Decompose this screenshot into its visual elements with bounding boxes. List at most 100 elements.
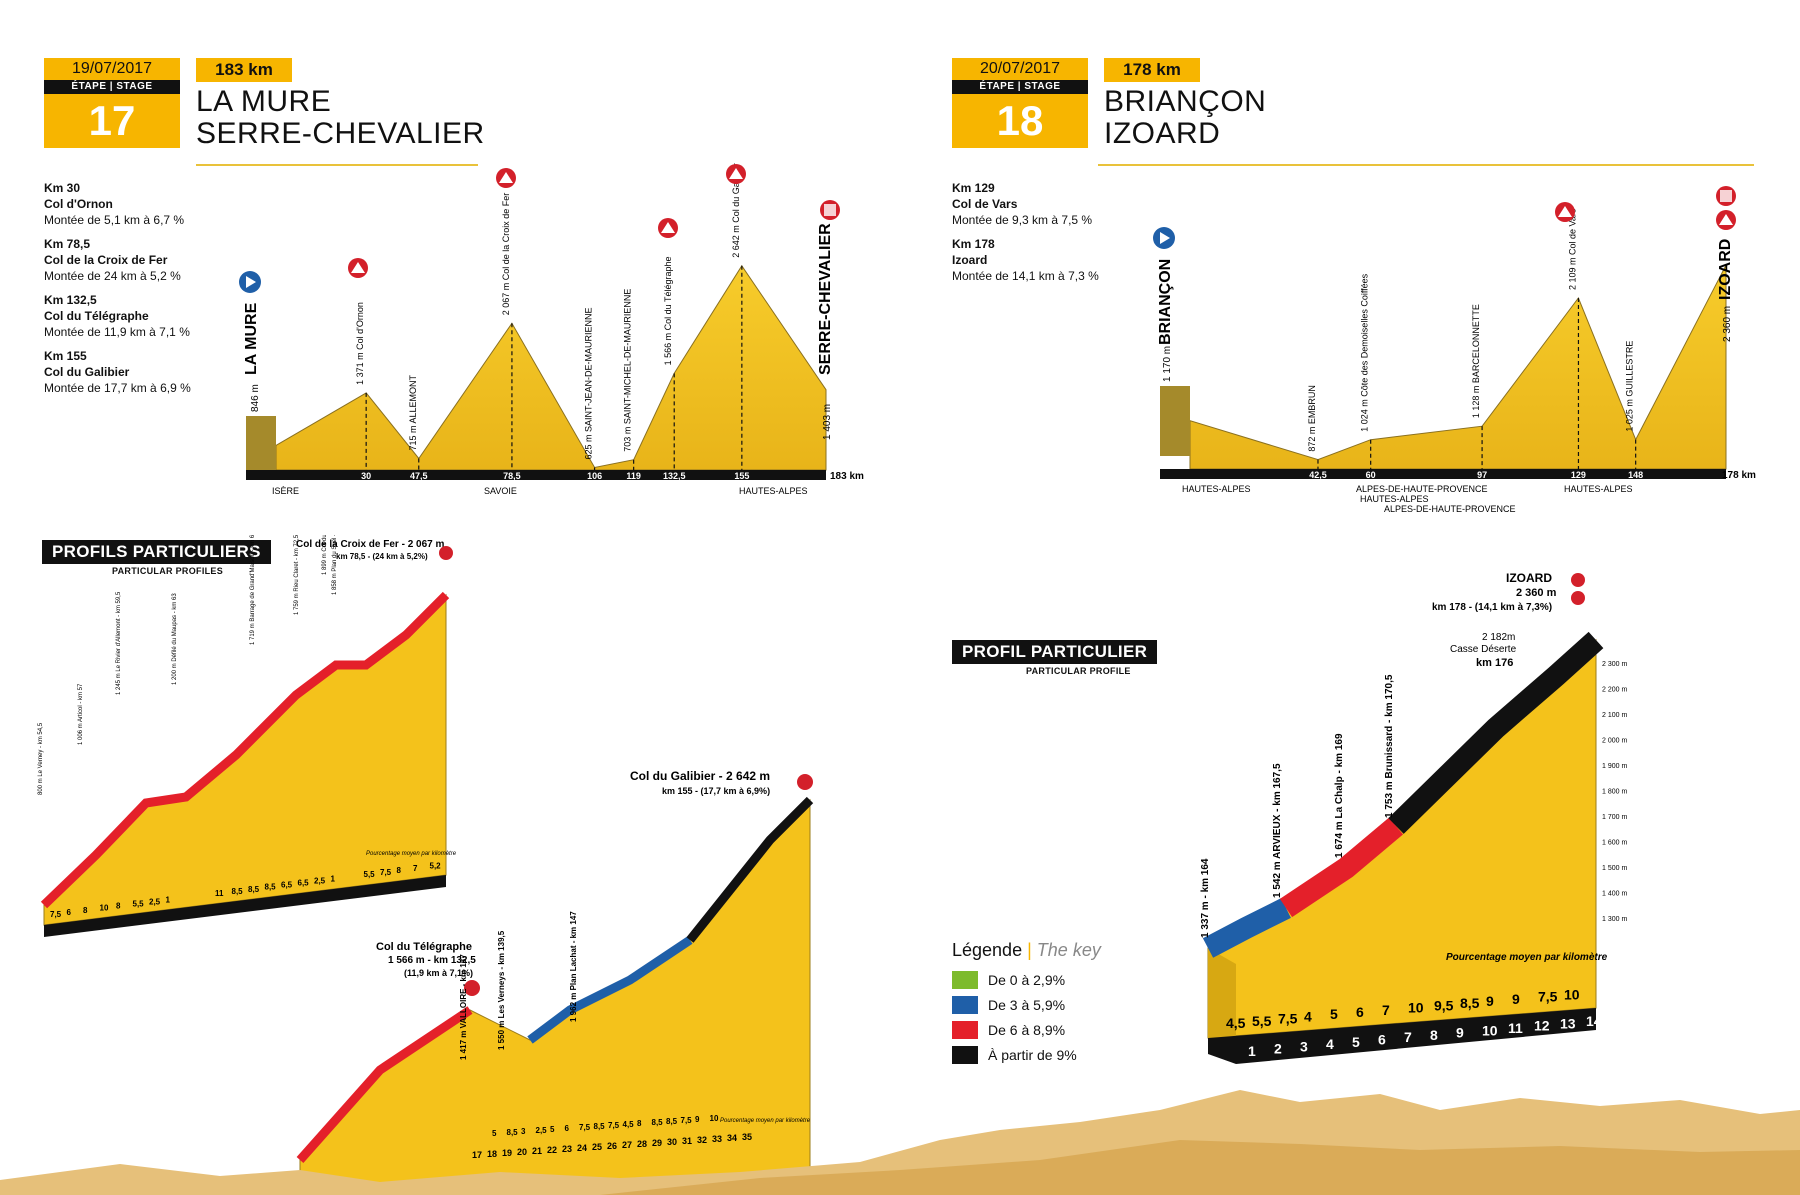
gradient-band (1279, 817, 1404, 918)
km-ticks: 42,5 60 97 129 148 (1309, 470, 1643, 480)
km-value: 27 (622, 1140, 632, 1150)
profil-particulier-subtitle: PARTICULAR PROFILE (1026, 666, 1131, 676)
gradient-value: 10 (1408, 1000, 1424, 1016)
distance-bar (246, 470, 826, 480)
summit-label: Col du Galibier - 2 642 m (630, 769, 770, 783)
stage-number: 18 (952, 94, 1088, 148)
km-values: 17 18 19 20 21 22 23 24 25 26 27 28 29 30 31 32 33 34 35 (472, 1132, 752, 1160)
km-value: 18 (487, 1149, 497, 1159)
finish-label: SERRE-CHEVALIER (817, 223, 834, 375)
gradient-value: 9 (1486, 993, 1494, 1009)
stage-title-line1: LA MURE (196, 85, 332, 118)
legend: Légende | The key De 0 à 2,9% De 3 à 5,9… (952, 940, 1101, 1067)
profile-label: 1 962 m Plan Lachat - km 147 (569, 911, 578, 1022)
pct-label: Pourcentage moyen par kilomètre (1446, 952, 1608, 963)
marker-label: 715 m ALLEMONT (408, 374, 418, 450)
profils-particuliers-subtitle: PARTICULAR PROFILES (112, 566, 224, 576)
legend-swatch (952, 1045, 978, 1064)
pct-label: Pourcentage moyen par kilomètre (720, 1118, 811, 1124)
summit-icon (658, 218, 678, 238)
gradient-value: 8 (83, 906, 88, 915)
km-tick: 47,5 (410, 471, 428, 481)
gradient-value: 7 (1382, 1002, 1390, 1018)
km-tick: 42,5 (1309, 470, 1327, 480)
legend-swatch (952, 1020, 978, 1039)
gradient-value: 7,5 (50, 910, 62, 919)
summit-icon (1555, 202, 1575, 222)
gradient-value: 5,5 (364, 870, 376, 879)
telegraphe-label: (11,9 km à 7,1%) (404, 968, 473, 978)
km-value: 13 (1560, 1015, 1576, 1031)
gradient-value: 8,5 (507, 1128, 519, 1137)
stage17-climbs: Km 30 Col d'Ornon Montée de 5,1 km à 6,7 %… (44, 180, 191, 396)
km-tick: 78,5 (503, 471, 521, 481)
gradient-value: 7,5 (380, 868, 392, 877)
stage-label: ÉTAPE | STAGE (44, 80, 180, 94)
km-value: 24 (577, 1143, 587, 1153)
altitude-tick: 1 300 m (1602, 916, 1627, 923)
km-value: 26 (607, 1141, 617, 1151)
pct-label: Pourcentage moyen par kilomètre (366, 851, 457, 857)
km-tick: 119 (626, 471, 641, 481)
stage-distance: 183 km (196, 58, 292, 82)
km-value: 7 (1404, 1029, 1412, 1045)
climb-item: Km 78,5 Col de la Croix de Fer Montée de 2… (44, 237, 181, 283)
gradient-value: 5,5 (133, 900, 145, 909)
marker-label: 872 m EMBRUN (1307, 385, 1317, 452)
gradient-value: 8,5 (666, 1117, 678, 1126)
gradient-band (1388, 631, 1604, 834)
gradient-band (686, 796, 814, 943)
profile-labels: 715 m SAINT-MICHEL-DE-MAURIENNE - km 120… (459, 911, 578, 1060)
profile-label: 1 858 m Plan du Suel - km 75 (332, 535, 338, 595)
gradient-value: 10 (100, 904, 109, 913)
summit-name: IZOARD (1506, 571, 1552, 585)
gradient-value: 8,5 (1460, 995, 1480, 1011)
km-value: 14 (1586, 1013, 1602, 1029)
total-distance: 178 km (1722, 470, 1756, 481)
gradient-value: 4,5 (1226, 1015, 1246, 1031)
profile-label: 1 899 m Col du Glandon (près) - km 75,5 (322, 535, 328, 575)
km-value: 31 (682, 1136, 692, 1146)
profile-labels: 800 m Le Verney - km 54,5 1 006 m Articol… (38, 535, 338, 795)
profile-label: 1 337 m - km 164 (1200, 858, 1211, 938)
galibier-profile: Col du Galibier - 2 642 m km 155 - (17,7… (296, 769, 814, 1195)
profile-area (275, 264, 827, 471)
stage-label: ÉTAPE | STAGE (952, 80, 1088, 94)
profile-label: 1 542 m ARVIEUX - km 167,5 (1272, 763, 1283, 898)
gradient-value: 7,5 (681, 1116, 693, 1125)
gradient-value: 7,5 (1538, 989, 1558, 1005)
gradient-values: 5 8,5 3 2,5 5 6 7,5 8,5 7,5 4,5 8 8,5 8,5 7,5 9 10 (492, 1114, 719, 1138)
km-value: 1 (1248, 1043, 1256, 1059)
km-tick: 30 (361, 471, 371, 481)
stage-title: LA MURE SERRE-CHEVALIER (196, 86, 485, 150)
profile-labels: 1 337 m - km 164 1 542 m ARVIEUX - km 167… (1200, 674, 1395, 938)
gradient-value: 7 (413, 864, 418, 873)
km-value: 22 (547, 1145, 557, 1155)
stage-title-line2: SERRE-CHEVALIER (196, 117, 485, 150)
profile-label: 1 753 m Brunissard - km 170,5 (1384, 674, 1395, 818)
gradient-value: 8 (397, 866, 402, 875)
finish-label: IZOARD (1717, 239, 1734, 300)
km-value: 4 (1326, 1036, 1334, 1052)
gradient-value: 6 (1356, 1004, 1364, 1020)
altitude-tick: 1 500 m (1602, 865, 1627, 872)
profile-markers: 1 371 m Col d'Ornon 715 m ALLEMONT 2 067 m… (355, 163, 743, 470)
gradient-value: 8 (116, 902, 121, 911)
summit-icon (439, 546, 453, 560)
marker-label: 2 067 m Col de la Croix de Fer (501, 193, 511, 316)
stage-date: 20/07/2017 (952, 58, 1088, 80)
altitude-tick: 1 700 m (1602, 814, 1627, 821)
km-value: 25 (592, 1142, 602, 1152)
km-value: 8 (1430, 1027, 1438, 1043)
divider (1098, 164, 1754, 166)
finish-alt: 1 403 m (822, 404, 833, 440)
profile-label: 1 674 m La Chalp - km 169 (1334, 733, 1345, 858)
gradient-value: 8,5 (652, 1118, 664, 1127)
summit-icon (1571, 591, 1585, 605)
marker-label: 1 024 m Côte des Demoiselles Coiffées (1360, 273, 1370, 431)
gradient-value: 8,5 (594, 1122, 606, 1131)
profils-particuliers-title: PROFILS PARTICULIERS (42, 540, 271, 564)
km-tick: 148 (1628, 470, 1643, 480)
gradient-value: 8,5 (248, 885, 260, 894)
stage-title-line2: IZOARD (1104, 117, 1221, 150)
